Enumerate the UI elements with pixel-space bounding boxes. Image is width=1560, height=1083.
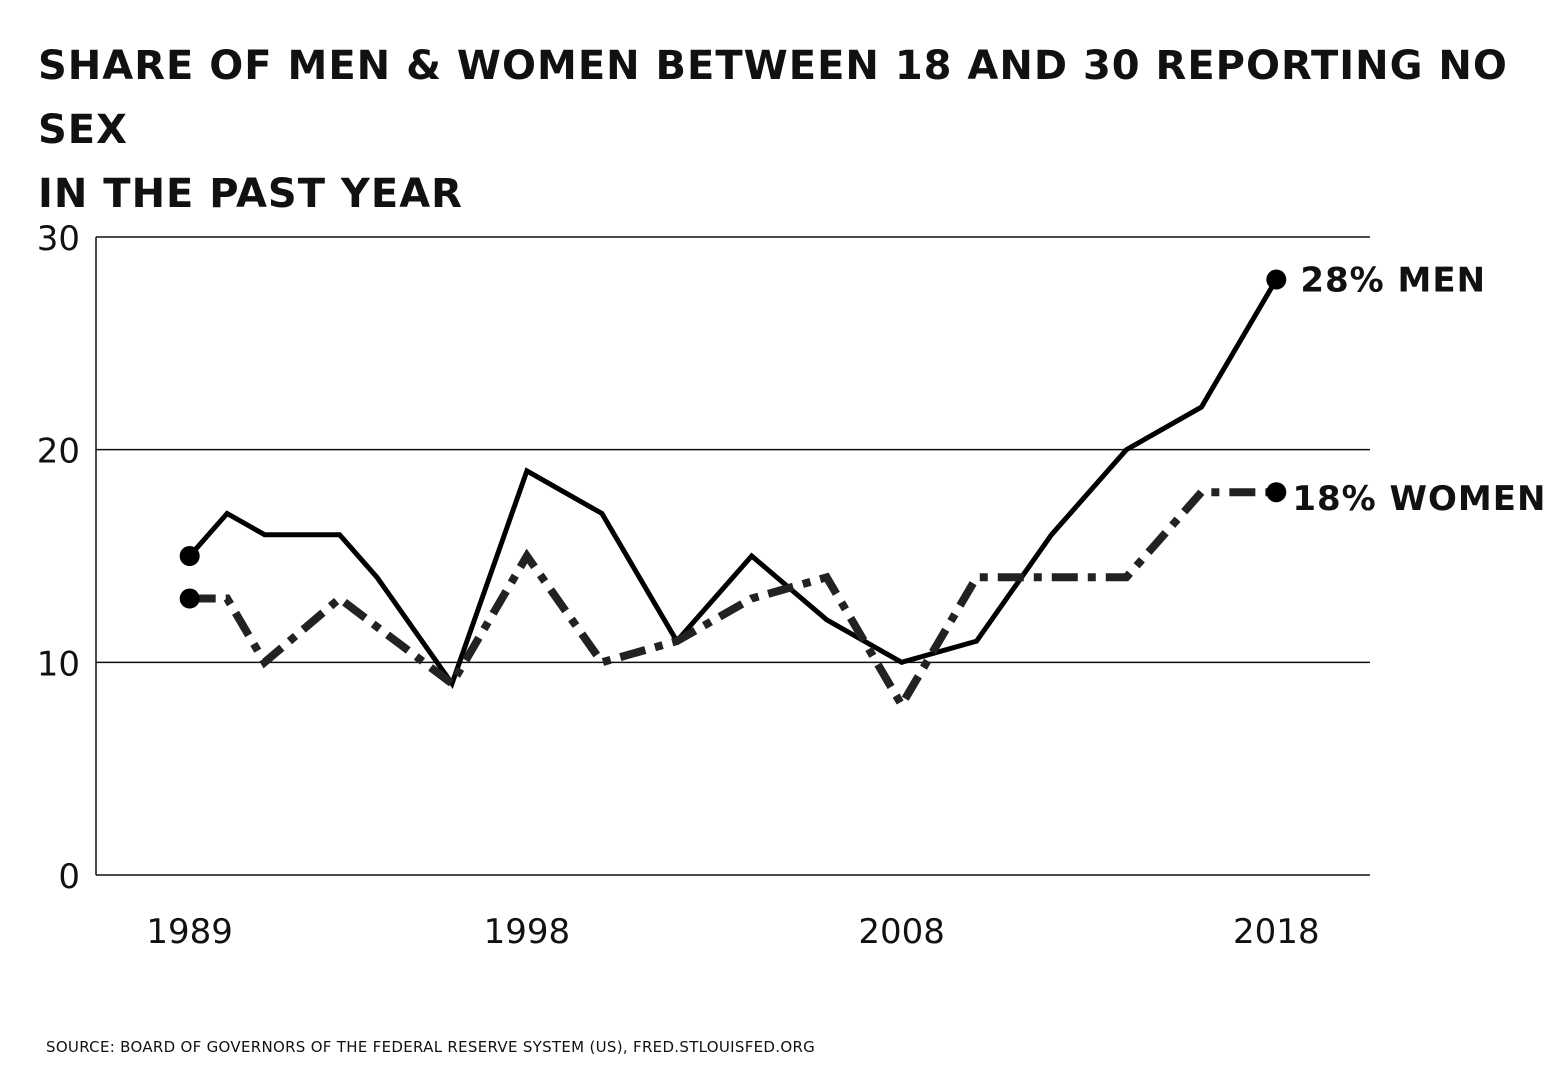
x-axis-ticks: 1989 1998 2008 2018 — [146, 912, 1319, 952]
series-start-marker-men — [179, 546, 200, 566]
x-tick-label-2008: 2008 — [858, 912, 945, 952]
series-line-women — [189, 488, 1277, 713]
x-tick-label-1998: 1998 — [484, 912, 571, 952]
series-end-marker-women — [1266, 482, 1287, 503]
series-end-labels: 28% MEN 18% WOMEN — [1292, 261, 1546, 520]
axes — [95, 237, 1370, 876]
series-end-label-men: 28% MEN — [1300, 261, 1486, 301]
y-tick-label-0: 0 — [58, 857, 80, 897]
series-lines — [187, 278, 1279, 713]
y-tick-label-30: 30 — [37, 219, 80, 259]
series-markers — [179, 269, 1287, 609]
gridlines — [96, 236, 1370, 664]
series-end-label-women: 18% WOMEN — [1292, 479, 1546, 519]
source-note: SOURCE: BOARD OF GOVERNORS OF THE FEDERA… — [46, 1038, 816, 1056]
series-end-marker-men — [1266, 269, 1287, 290]
series-start-marker-women — [179, 588, 200, 609]
y-axis-ticks: 0 10 20 30 — [37, 219, 80, 897]
x-tick-label-1989: 1989 — [146, 912, 233, 952]
series-line-men — [187, 278, 1279, 689]
y-tick-label-20: 20 — [37, 432, 80, 472]
y-tick-label-10: 10 — [37, 644, 80, 684]
chart-title: SHARE OF MEN & WOMEN BETWEEN 18 AND 30 R… — [38, 34, 1538, 226]
chart-title-line-1: SHARE OF MEN & WOMEN BETWEEN 18 AND 30 R… — [38, 43, 1508, 153]
x-tick-label-2018: 2018 — [1233, 912, 1320, 952]
chart-title-line-2: IN THE PAST YEAR — [38, 171, 463, 217]
